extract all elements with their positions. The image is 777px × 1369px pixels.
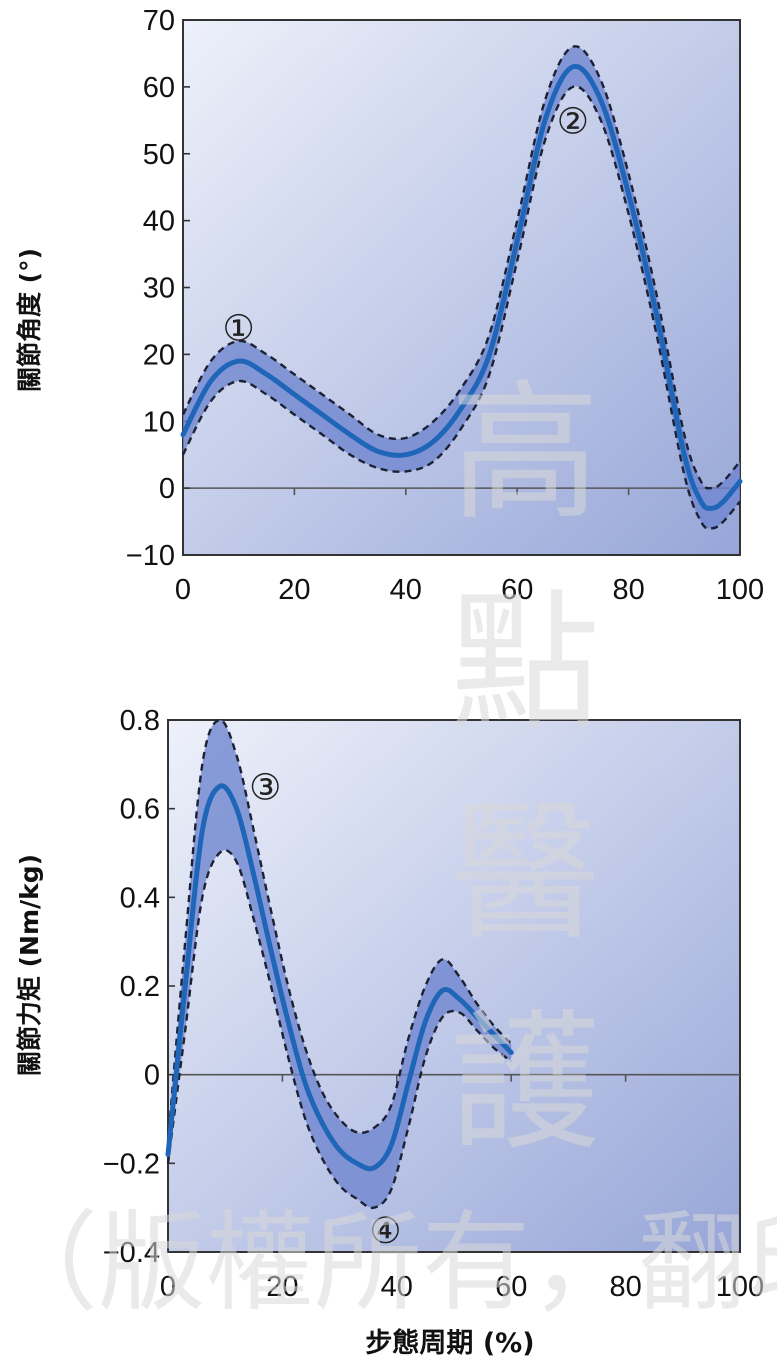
watermark-text: （版權所有，翻印 <box>0 1201 777 1326</box>
y-tick-label: 70 <box>143 5 175 37</box>
watermark: 高 點 醫 護 （版權所有，翻印 <box>0 367 777 1326</box>
x-tick-label: 100 <box>716 574 764 606</box>
x-axis-label: 步態周期 (%) <box>365 1327 534 1359</box>
watermark-char: 護 <box>450 997 600 1171</box>
x-tick-label: 60 <box>495 1271 527 1303</box>
y-tick-label: −0.2 <box>103 1148 160 1180</box>
x-tick-label: 0 <box>160 1271 176 1303</box>
watermark-char: 高 <box>450 367 600 541</box>
watermark-char: 醫 <box>450 787 600 961</box>
x-tick-label: 100 <box>716 1271 764 1303</box>
std-band <box>168 719 512 1208</box>
x-tick-label: 80 <box>609 1271 641 1303</box>
y-tick-label: 30 <box>143 273 175 305</box>
y-axis-label: 關節力矩 (Nm/kg) <box>15 854 44 1076</box>
y-tick-label: 0 <box>159 473 175 505</box>
upper-bound-line <box>166 718 513 1142</box>
x-tick-label: 20 <box>266 1271 298 1303</box>
y-tick-label: 0.6 <box>120 794 160 826</box>
y-tick-label: −0.4 <box>103 1237 160 1269</box>
x-tick-label: 0 <box>175 574 191 606</box>
annotation-marker: ④ <box>369 1211 401 1252</box>
y-tick-label: 0 <box>144 1060 160 1092</box>
x-tick-label: 60 <box>501 574 533 606</box>
mean-line <box>165 783 514 1172</box>
lower-bound-line <box>166 849 512 1210</box>
joint-moment-chart: 0 20 40 60 80 100 0.8 0.6 0.4 0.2 0 −0.2 −0.4 ③ ④ 關節力… <box>15 705 764 1359</box>
std-band <box>183 46 740 529</box>
x-tick-label: 20 <box>278 574 310 606</box>
y-tick-label: −10 <box>126 540 175 572</box>
y-axis-label: 關節角度 (°) <box>15 248 44 392</box>
annotation-marker: ② <box>557 101 589 142</box>
annotation-marker: ① <box>223 309 255 350</box>
x-tick-label: 40 <box>381 1271 413 1303</box>
y-tick-label: 50 <box>143 139 175 171</box>
y-tick-label: 20 <box>143 339 175 371</box>
y-tick-label: 40 <box>143 206 175 238</box>
y-tick-label: 60 <box>143 72 175 104</box>
lower-bound-line <box>181 85 741 530</box>
y-tick-label: 0.4 <box>120 882 160 914</box>
y-tick-label: 0.2 <box>120 971 160 1003</box>
watermark-char: 點 <box>450 577 600 751</box>
x-tick-label: 80 <box>612 574 644 606</box>
x-tick-label: 40 <box>390 574 422 606</box>
upper-bound-line <box>181 45 741 490</box>
mean-line <box>180 63 743 511</box>
y-tick-label: 0.8 <box>120 705 160 737</box>
y-tick-label: 10 <box>143 406 175 438</box>
annotation-marker: ③ <box>249 768 281 809</box>
